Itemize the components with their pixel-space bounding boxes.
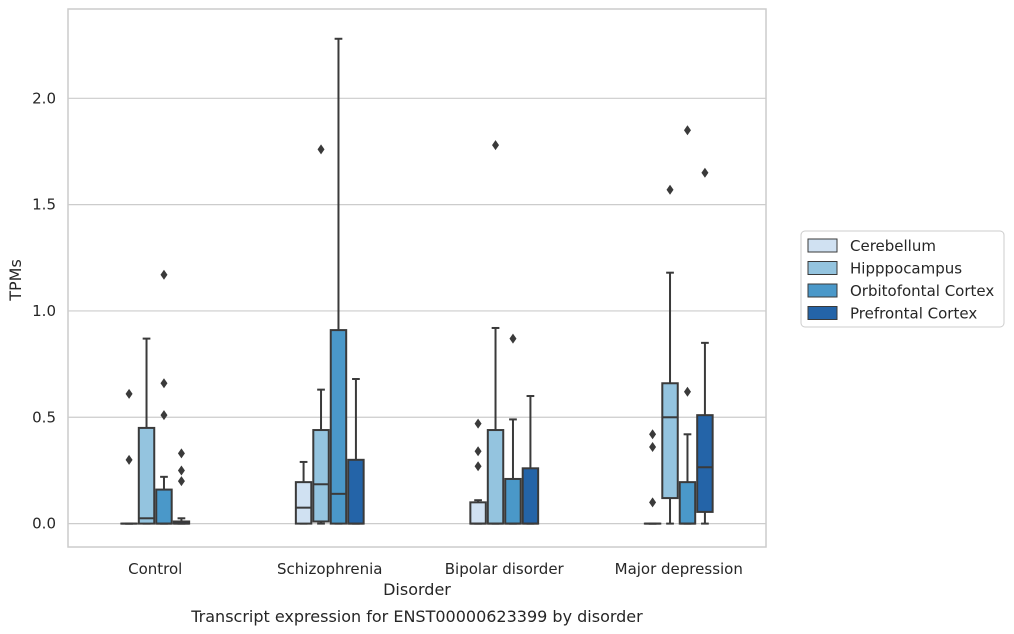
outlier-point xyxy=(474,418,482,429)
box xyxy=(155,488,173,525)
legend-label: Cerebellum xyxy=(850,237,936,255)
legend-label: Orbitofontal Cortex xyxy=(850,282,994,300)
legend-frame xyxy=(800,230,1005,328)
box xyxy=(347,458,365,525)
outlier-point xyxy=(683,386,691,397)
plot-frame xyxy=(67,8,767,548)
outlier-point xyxy=(649,429,657,440)
box xyxy=(696,414,714,513)
outlier-point xyxy=(125,454,133,465)
outlier-point xyxy=(649,442,657,453)
legend-swatch xyxy=(807,306,838,320)
y-tick-label: 1.0 xyxy=(32,302,56,320)
box xyxy=(521,467,540,525)
legend-label: Hipppocampus xyxy=(850,260,962,278)
x-tick-label: Schizophrenia xyxy=(277,560,382,578)
outlier-point xyxy=(317,144,325,155)
box-plot-marks xyxy=(120,37,714,525)
legend-label: Prefrontal Cortex xyxy=(850,305,977,323)
outlier-point xyxy=(683,125,691,136)
y-axis-title: TPMs xyxy=(6,259,25,302)
y-tick-label: 0.5 xyxy=(32,408,56,426)
legend: Cerebellum Hipppocampus Orbitofontal Corte… xyxy=(800,230,1005,328)
outlier-point xyxy=(666,184,674,195)
y-tick-label: 0.0 xyxy=(32,515,56,533)
outlier-point xyxy=(125,388,133,399)
box xyxy=(137,426,156,525)
outlier-point xyxy=(474,461,482,472)
x-axis-ticks: Control Schizophrenia Bipolar disorder Majo… xyxy=(128,560,743,578)
x-axis-title: Disorder xyxy=(383,580,451,599)
outlier-point xyxy=(160,378,168,389)
outlier-point xyxy=(649,497,657,508)
outlier-point xyxy=(701,167,709,178)
outlier-point xyxy=(509,333,517,344)
outlier-point xyxy=(160,410,168,421)
box xyxy=(294,481,313,525)
outlier-point xyxy=(177,448,185,459)
box xyxy=(504,477,522,525)
box xyxy=(661,382,679,500)
x-tick-label: Bipolar disorder xyxy=(445,560,565,578)
figure-caption: Transcript expression for ENST0000062339… xyxy=(190,607,643,626)
outlier-point xyxy=(160,269,168,280)
x-tick-label: Major depression xyxy=(615,560,743,578)
outlier-point xyxy=(492,140,500,151)
outlier-point xyxy=(177,476,185,487)
x-tick-label: Control xyxy=(128,560,182,578)
y-axis-ticks: 0.0 0.5 1.0 1.5 2.0 xyxy=(32,89,56,532)
y-tick-label: 2.0 xyxy=(32,89,56,107)
legend-swatch xyxy=(807,283,838,298)
legend-swatch xyxy=(807,238,838,253)
box xyxy=(469,501,487,525)
box xyxy=(312,429,330,523)
outlier-point xyxy=(177,465,185,476)
box xyxy=(678,481,697,525)
outlier-point xyxy=(474,446,482,457)
box xyxy=(329,329,348,525)
y-tick-label: 1.5 xyxy=(32,196,56,214)
box xyxy=(486,429,505,525)
legend-swatch xyxy=(807,261,838,275)
